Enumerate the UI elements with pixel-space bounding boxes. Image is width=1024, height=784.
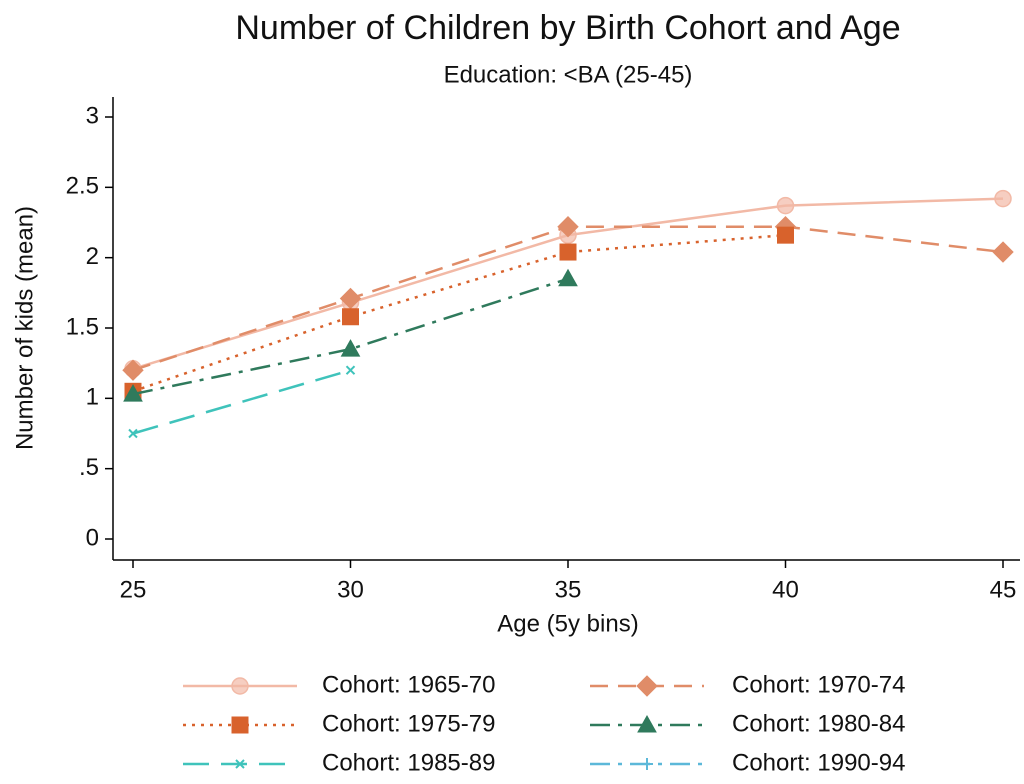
- marker: [557, 216, 579, 238]
- y-tick-label: 2.5: [66, 173, 99, 200]
- marker: [558, 268, 578, 287]
- chart-title: Number of Children by Birth Cohort and A…: [235, 9, 900, 47]
- marker: [992, 241, 1014, 263]
- legend-marker: [231, 716, 249, 734]
- y-tick-label: 2: [86, 243, 99, 270]
- legend-marker: [637, 714, 657, 733]
- legend-marker: [636, 675, 658, 697]
- x-tick-label: 25: [120, 576, 147, 603]
- y-tick-label: .5: [79, 454, 99, 481]
- x-tick-label: 40: [772, 576, 799, 603]
- marker: [122, 359, 144, 381]
- legend-marker: [235, 759, 245, 769]
- marker: [128, 428, 138, 439]
- series-line: [132, 277, 569, 396]
- marker: [340, 339, 361, 357]
- marker: [123, 384, 143, 402]
- marker: [776, 196, 795, 215]
- x-tick-label: 45: [990, 576, 1017, 603]
- legend-label: Cohort: 1980-84: [732, 710, 905, 737]
- legend-marker: [641, 758, 653, 770]
- marker: [994, 189, 1012, 208]
- legend-marker: [231, 677, 249, 695]
- x-tick-label: 30: [337, 576, 364, 603]
- marker: [345, 365, 356, 375]
- y-tick-label: 0: [86, 524, 99, 551]
- legend-label: Cohort: 1985-89: [322, 749, 495, 776]
- legend-label: Cohort: 1975-79: [322, 710, 495, 737]
- y-axis-label: Number of kids (mean): [11, 206, 38, 450]
- y-tick-label: 1.5: [66, 313, 99, 340]
- chart-subtitle: Education: <BA (25-45): [444, 61, 693, 88]
- y-tick-label: 1: [86, 384, 99, 411]
- series-line: [132, 233, 786, 393]
- series-line: [132, 368, 351, 435]
- marker: [559, 243, 577, 261]
- legend-label: Cohort: 1990-94: [732, 749, 905, 776]
- marker: [777, 226, 794, 244]
- legend-label: Cohort: 1970-74: [732, 671, 905, 698]
- x-axis-label: Age (5y bins): [497, 610, 638, 637]
- marker: [342, 308, 359, 326]
- y-tick-label: 3: [86, 102, 99, 129]
- legend-label: Cohort: 1965-70: [322, 671, 495, 698]
- x-tick-label: 35: [555, 576, 582, 603]
